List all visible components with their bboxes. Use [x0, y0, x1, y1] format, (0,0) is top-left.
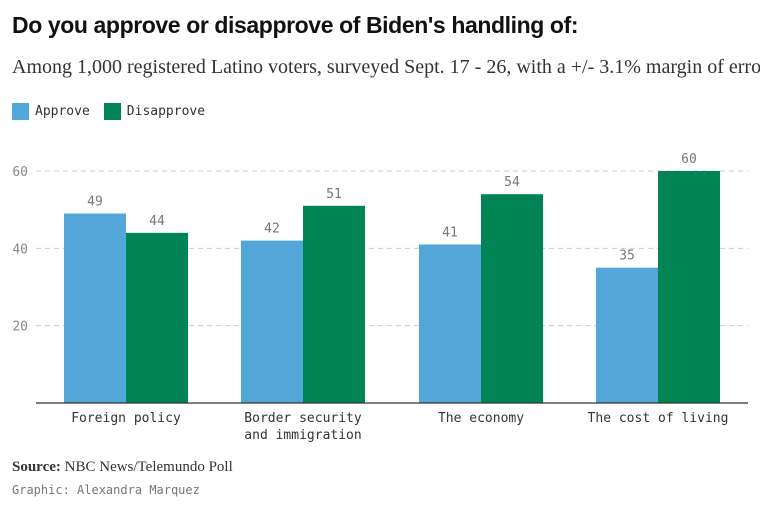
bar-disapprove-2	[481, 194, 543, 403]
x-tick-label-2-line-0: The economy	[438, 411, 524, 426]
value-label-disapprove-0: 44	[149, 214, 165, 229]
value-label-approve-1: 42	[264, 222, 280, 237]
value-label-disapprove-3: 60	[681, 152, 697, 167]
source-label: Source:	[12, 459, 61, 475]
source-note: Source: NBC News/Telemundo Poll	[12, 459, 233, 476]
legend-label-approve: Approve	[35, 104, 90, 119]
value-label-disapprove-2: 54	[504, 175, 520, 190]
y-tick-label-40: 40	[12, 242, 28, 257]
y-tick-label-60: 60	[12, 165, 28, 180]
chart-title: Do you approve or disapprove of Biden's …	[12, 12, 579, 38]
value-label-disapprove-1: 51	[326, 187, 342, 202]
legend-label-disapprove: Disapprove	[126, 104, 206, 119]
bar-approve-0	[64, 213, 126, 403]
bar-approve-1	[241, 240, 303, 403]
legend: Approve Disapprove	[12, 103, 219, 120]
bar-disapprove-0	[126, 232, 188, 403]
legend-item-approve: Approve	[12, 103, 90, 120]
legend-swatch-approve	[12, 103, 29, 120]
bar-approve-3	[596, 267, 658, 403]
value-label-approve-2: 41	[442, 225, 458, 240]
x-tick-label-1-line-0: Border security	[244, 411, 362, 426]
x-tick-label-1-line-1: and immigration	[244, 428, 361, 443]
x-tick-label-3-line-0: The cost of living	[588, 411, 729, 426]
graphic-credit: Graphic: Alexandra Marquez	[12, 483, 200, 497]
value-label-approve-3: 35	[619, 249, 635, 264]
value-label-approve-0: 49	[87, 195, 103, 210]
x-tick-label-0-line-0: Foreign policy	[71, 411, 181, 426]
source-text: NBC News/Telemundo Poll	[60, 459, 233, 475]
bar-disapprove-1	[303, 205, 365, 403]
bar-approve-2	[419, 244, 481, 403]
y-tick-label-20: 20	[12, 320, 28, 335]
bar-disapprove-3	[658, 171, 720, 403]
legend-item-disapprove: Disapprove	[103, 103, 206, 120]
legend-swatch-disapprove	[103, 103, 121, 120]
chart-subtitle: Among 1,000 registered Latino voters, su…	[12, 56, 760, 78]
